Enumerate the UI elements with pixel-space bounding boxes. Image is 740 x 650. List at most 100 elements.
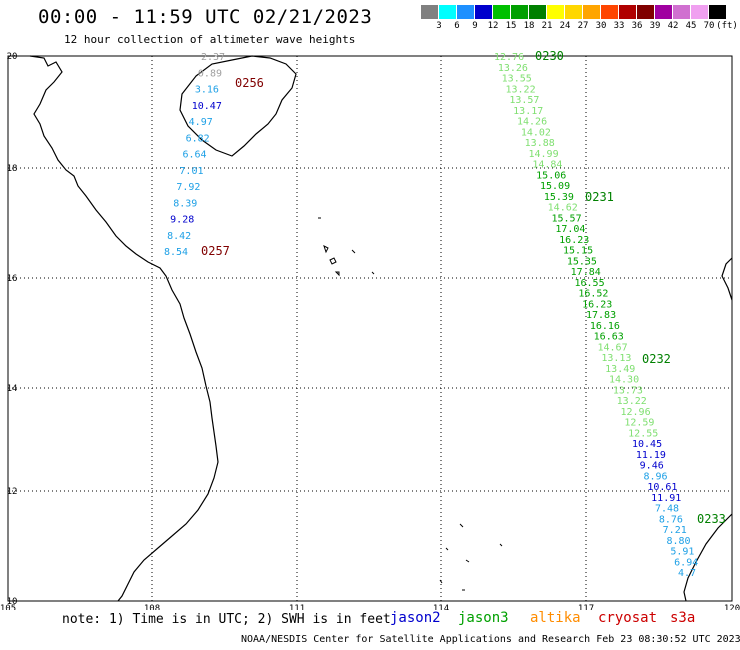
track-west-reading: 6.82	[186, 133, 210, 144]
track-east-reading: 14.99	[529, 149, 559, 160]
legend-swatch	[529, 5, 547, 19]
note-bar: note: 1) Time is in UTC; 2) SWH is in fe…	[0, 610, 740, 630]
track-west-reading: 3.16	[195, 85, 219, 96]
legend-swatch	[655, 5, 673, 19]
track-east-reading: 4.7	[678, 568, 696, 579]
coastline-hainan	[179, 55, 297, 157]
pass-time-label: 0231	[585, 190, 614, 204]
track-east-reading: 15.39	[544, 192, 574, 203]
legend-swatch	[709, 5, 727, 19]
longitude-tick-label: 111	[289, 604, 305, 610]
track-east-reading: 14.02	[521, 127, 551, 138]
map-title: 00:00 - 11:59 UTC 02/21/2023	[38, 6, 373, 28]
track-east-reading: 15.57	[552, 213, 582, 224]
paracel-islands	[318, 217, 375, 277]
satellite-altika: altika	[530, 610, 581, 626]
track-east-reading: 12.59	[624, 418, 654, 429]
legend-swatch	[601, 5, 619, 19]
longitude-tick-label: 120	[724, 604, 740, 610]
track-east-readings: 12.7613.2613.5513.2213.5713.1714.2614.02…	[494, 52, 698, 579]
track-west-reading: 2.37	[201, 52, 225, 63]
track-east-reading: 12.55	[628, 428, 658, 439]
track-east-reading: 14.30	[609, 375, 639, 386]
track-west-reading: 10.47	[192, 101, 222, 112]
latitude-tick-label: 12	[7, 487, 18, 497]
legend-label: 42	[667, 21, 679, 31]
track-east-reading: 17.83	[586, 310, 616, 321]
pass-time-label: 0256	[235, 76, 264, 90]
track-west-reading: 4.97	[189, 117, 213, 128]
pass-time-label: 0257	[201, 244, 230, 258]
legend-label: 36	[631, 21, 643, 31]
track-west-reading: 8.39	[173, 198, 197, 209]
coastline-vietnam	[29, 55, 219, 602]
legend-swatch	[565, 5, 583, 19]
track-west-reading: 7.01	[179, 166, 203, 177]
satellite-jason2: jason2	[390, 610, 441, 626]
track-east-reading: 13.49	[605, 364, 635, 375]
latitude-tick-label: 16	[7, 274, 18, 284]
graticule	[8, 56, 732, 601]
track-east-reading: 15.15	[563, 246, 593, 257]
track-west-reading: 8.54	[164, 247, 188, 258]
track-east-reading: 14.26	[517, 117, 547, 128]
legend-label: 15	[505, 21, 517, 31]
map-subtitle: 12 hour collection of altimeter wave hei…	[64, 33, 356, 46]
spratly-islands	[439, 523, 503, 591]
track-east-reading: 6.94	[674, 557, 698, 568]
legend-label: 12	[487, 21, 499, 31]
track-east-reading: 16.52	[578, 289, 608, 300]
track-west-reading: 0.89	[198, 68, 222, 79]
track-east-reading: 13.13	[601, 353, 631, 364]
track-east-reading: 15.35	[567, 256, 597, 267]
track-east-reading: 17.84	[571, 267, 601, 278]
track-east-reading: 11.91	[651, 493, 681, 504]
track-east-reading: 13.57	[509, 95, 539, 106]
legend-swatch	[511, 5, 529, 19]
track-east-reading: 11.19	[636, 450, 666, 461]
track-east-reading: 7.48	[655, 504, 679, 515]
legend-label: 45	[685, 21, 697, 31]
legend-swatch	[547, 5, 565, 19]
legend-swatch	[421, 5, 439, 19]
track-east-reading: 14.67	[598, 342, 628, 353]
satellite-s3a: s3a	[670, 610, 696, 626]
axis-tick-labels: 105 108 111 114 117 120 20 18 16 14 12 10	[0, 52, 740, 610]
color-legend	[421, 5, 727, 19]
track-west-reading: 6.64	[183, 150, 207, 161]
legend-swatch	[493, 5, 511, 19]
track-east-reading: 16.16	[590, 321, 620, 332]
legend-label: 9	[472, 21, 478, 31]
track-west-reading: 7.92	[176, 182, 200, 193]
latitude-tick-label: 18	[7, 164, 18, 174]
legend-swatch	[439, 5, 457, 19]
track-east-reading: 15.09	[540, 181, 570, 192]
footer-credit: NOAA/NESDIS Center for Satellite Applica…	[241, 634, 740, 645]
legend-swatch	[475, 5, 493, 19]
track-east-reading: 12.96	[621, 407, 651, 418]
track-east-reading: 8.76	[659, 514, 683, 525]
longitude-tick-label: 114	[433, 604, 449, 610]
legend-swatch	[673, 5, 691, 19]
pass-time-label: 0232	[642, 352, 671, 366]
legend-label: 6	[454, 21, 460, 31]
track-west-reading: 9.28	[170, 215, 194, 226]
longitude-tick-label: 105	[0, 604, 16, 610]
track-east-reading: 5.91	[670, 547, 694, 558]
wave-height-map: 105 108 111 114 117 120 20 18 16 14 12 10 2.37 0.89 3…	[0, 49, 740, 610]
track-east-reading: 8.80	[667, 536, 691, 547]
track-east-reading: 16.23	[559, 235, 589, 246]
coastline-luzon	[721, 257, 733, 301]
pass-time-labels: 0256 0257 0230 0231 0232 0233	[201, 49, 726, 526]
legend-label: 70	[703, 21, 715, 31]
track-east-reading: 17.04	[555, 224, 585, 235]
track-east-reading: 13.73	[613, 385, 643, 396]
longitude-tick-label: 108	[144, 604, 160, 610]
legend-swatch	[691, 5, 709, 19]
pass-time-label: 0230	[535, 49, 564, 63]
track-east-reading: 16.63	[594, 332, 624, 343]
legend-swatch	[583, 5, 601, 19]
track-east-reading: 12.76	[494, 52, 524, 63]
legend-label: 39	[649, 21, 661, 31]
track-east-reading: 10.45	[632, 439, 662, 450]
